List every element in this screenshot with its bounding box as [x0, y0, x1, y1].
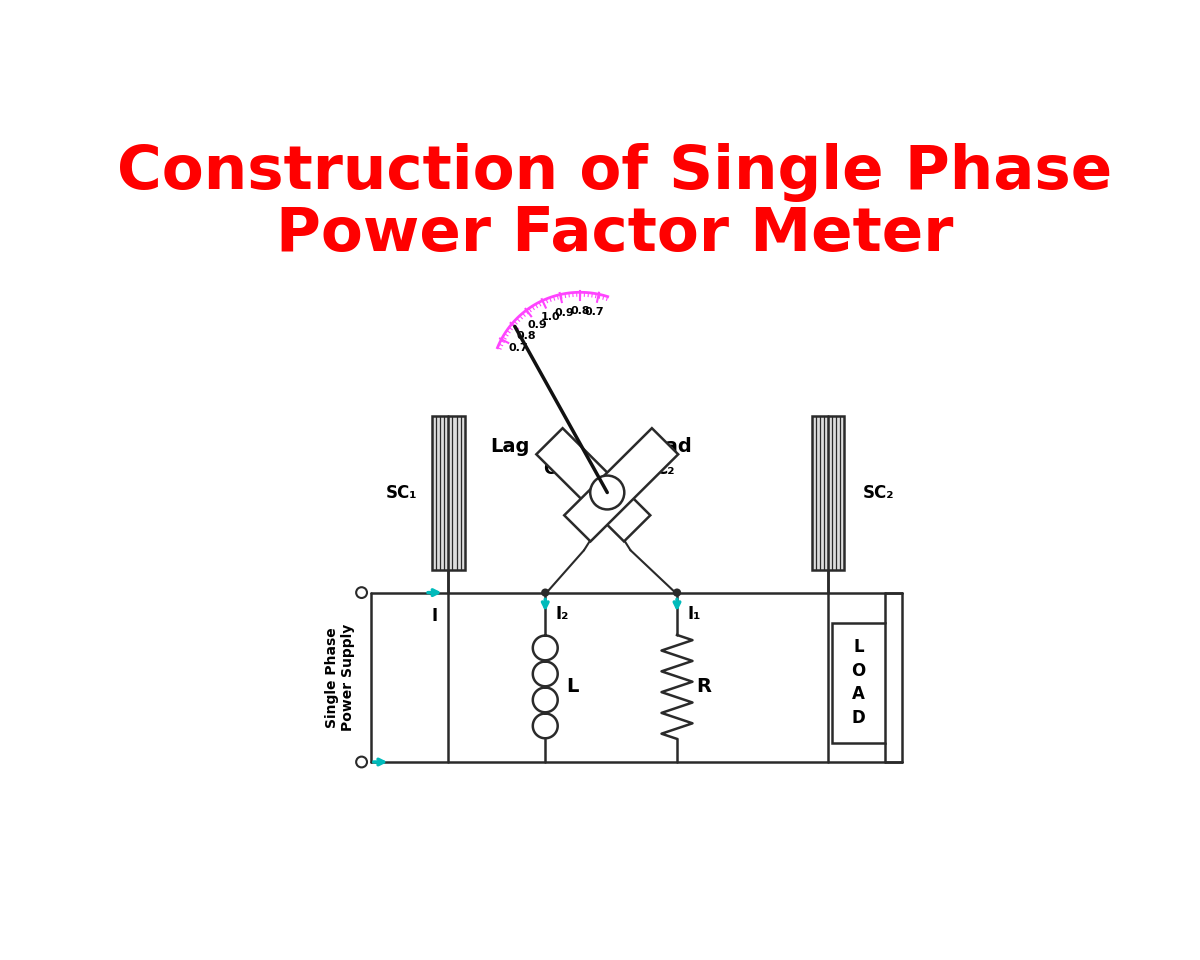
Text: C₂: C₂ [655, 461, 676, 478]
Text: 0.9: 0.9 [528, 320, 547, 330]
Text: Power Factor Meter: Power Factor Meter [276, 205, 954, 264]
Text: C₁: C₁ [544, 461, 563, 478]
Text: Single Phase
Power Supply: Single Phase Power Supply [325, 624, 355, 731]
Text: Lag: Lag [491, 437, 530, 456]
Circle shape [356, 756, 367, 767]
Circle shape [356, 588, 367, 598]
Circle shape [542, 589, 548, 595]
Text: I₁: I₁ [688, 605, 701, 623]
Bar [832, 623, 884, 743]
Bar [812, 416, 845, 569]
Text: 0.7: 0.7 [508, 343, 528, 353]
Text: SC₁: SC₁ [386, 484, 418, 501]
Text: I: I [431, 607, 438, 625]
Polygon shape [564, 428, 678, 541]
Text: 0.8: 0.8 [516, 331, 536, 341]
Circle shape [590, 475, 624, 510]
Circle shape [674, 589, 680, 595]
Bar [432, 416, 464, 569]
Text: R: R [697, 677, 712, 696]
Text: 0.8: 0.8 [570, 306, 590, 316]
Polygon shape [536, 428, 650, 541]
Text: L
O
A
D: L O A D [851, 638, 865, 727]
Text: 1.0: 1.0 [540, 312, 560, 323]
Text: Construction of Single Phase: Construction of Single Phase [118, 143, 1112, 203]
Text: I₂: I₂ [556, 605, 569, 623]
Text: SC₂: SC₂ [863, 484, 894, 501]
Text: 0.7: 0.7 [584, 307, 605, 318]
Text: Lead: Lead [640, 437, 691, 456]
Text: L: L [566, 677, 578, 696]
Text: 0.9: 0.9 [554, 307, 574, 318]
